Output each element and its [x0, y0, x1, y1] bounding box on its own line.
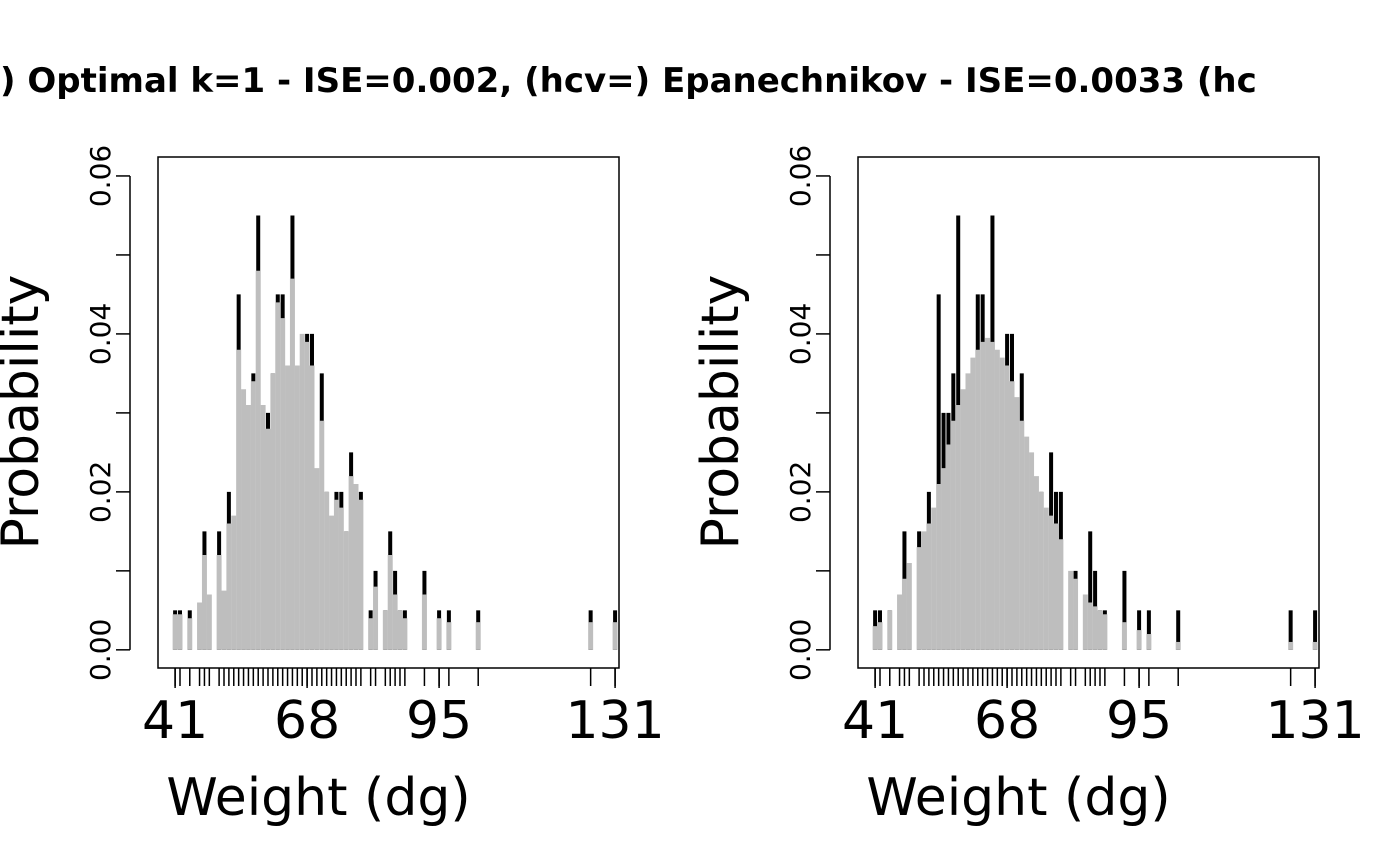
x-tick-label: 95 [1106, 691, 1172, 751]
x-axis-label: Weight (dg) [166, 768, 470, 828]
y-tick-label: 0.06 [84, 145, 117, 207]
y-tick-label: 0.00 [784, 619, 817, 681]
plot-frame [157, 156, 620, 669]
y-tick-label: 0.06 [784, 145, 817, 207]
y-tick-label: 0.02 [784, 461, 817, 523]
x-tick-label: 131 [1265, 691, 1364, 751]
x-tick-label: 68 [274, 691, 340, 751]
x-tick-label: 41 [142, 691, 208, 751]
x-tick-label: 95 [406, 691, 472, 751]
x-tick-label: 131 [565, 691, 664, 751]
y-tick-label: 0.02 [84, 461, 117, 523]
x-axis-label: Weight (dg) [866, 768, 1170, 828]
y-axis-label: Probability [0, 275, 51, 550]
plot-frame [857, 156, 1320, 669]
x-tick-label: 68 [974, 691, 1040, 751]
y-tick-label: 0.04 [784, 303, 817, 365]
y-tick-label: 0.04 [84, 303, 117, 365]
x-tick-label: 41 [842, 691, 908, 751]
y-tick-label: 0.00 [84, 619, 117, 681]
chart-title: ) Optimal k=1 - ISE=0.002, (hcv=) Epanec… [0, 61, 1257, 101]
y-axis-label: Probability [691, 275, 751, 550]
